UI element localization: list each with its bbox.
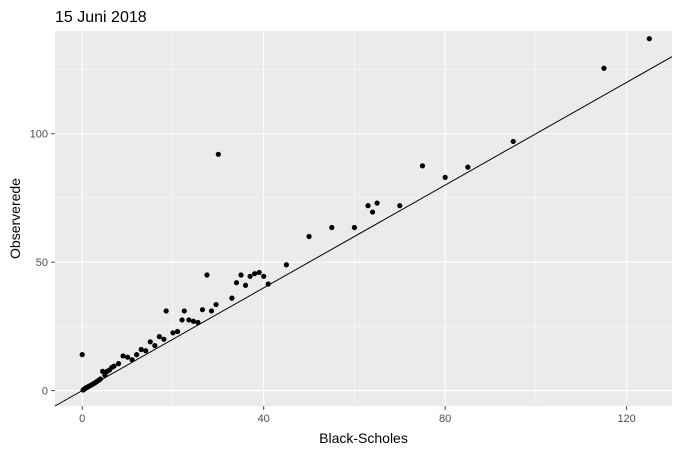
- plot-panel: [55, 31, 672, 406]
- data-point: [265, 281, 271, 287]
- y-tick-label: 100: [30, 129, 48, 141]
- data-point: [233, 280, 240, 286]
- x-tick-label: 120: [617, 413, 635, 425]
- data-point: [397, 203, 403, 209]
- data-point: [170, 330, 176, 336]
- x-tick-label: 80: [439, 413, 451, 425]
- data-point: [419, 163, 426, 169]
- y-axis-ticks: 0 50 100: [30, 129, 55, 398]
- data-point: [102, 372, 108, 378]
- data-point: [161, 336, 167, 342]
- data-point: [97, 376, 103, 382]
- data-point: [242, 282, 249, 288]
- data-point: [306, 233, 312, 240]
- data-point: [111, 363, 117, 369]
- x-tick-label: 0: [79, 413, 85, 425]
- data-point: [152, 343, 158, 349]
- data-point: [100, 368, 106, 374]
- data-point: [156, 334, 162, 340]
- data-point: [329, 224, 335, 231]
- data-point: [204, 272, 210, 278]
- data-point: [369, 209, 376, 215]
- data-point: [174, 328, 181, 335]
- data-point: [190, 318, 196, 324]
- data-point: [247, 273, 253, 279]
- data-point: [134, 352, 140, 358]
- data-point: [199, 307, 206, 313]
- data-point: [147, 339, 153, 345]
- chart-title: 15 Juni 2018: [55, 9, 147, 26]
- data-point: [261, 273, 267, 279]
- minor-gridlines: [55, 31, 672, 406]
- data-point: [129, 357, 135, 363]
- data-point: [252, 271, 258, 277]
- data-point: [601, 65, 607, 71]
- data-point: [646, 36, 652, 42]
- data-point: [186, 317, 192, 323]
- data-point: [181, 308, 187, 314]
- data-points: [79, 36, 652, 393]
- data-point: [163, 308, 169, 314]
- data-point: [120, 353, 126, 359]
- data-point: [510, 138, 516, 145]
- y-axis-title: Observerede: [7, 178, 23, 259]
- y-tick-label: 50: [36, 257, 48, 269]
- y-tick-label: 0: [42, 386, 48, 398]
- data-point: [143, 348, 149, 354]
- x-axis-title: Black-Scholes: [319, 430, 408, 446]
- major-gridlines: [55, 31, 672, 406]
- data-point: [374, 200, 380, 206]
- reference-line: [54, 56, 673, 407]
- data-point: [238, 272, 244, 278]
- data-point: [208, 308, 215, 314]
- data-point: [79, 352, 85, 358]
- data-point: [138, 346, 144, 353]
- data-point: [115, 361, 122, 367]
- data-point: [195, 319, 201, 326]
- x-axis-ticks: 0 40 80 120: [79, 406, 636, 425]
- data-point: [229, 295, 235, 301]
- data-point: [465, 164, 471, 170]
- data-point: [442, 174, 448, 181]
- data-point: [124, 354, 131, 360]
- data-point: [351, 224, 358, 231]
- data-point: [213, 301, 219, 308]
- data-point: [283, 262, 289, 268]
- data-point: [215, 151, 221, 157]
- x-tick-label: 40: [258, 413, 270, 425]
- data-point: [256, 269, 262, 276]
- data-point: [365, 203, 371, 209]
- data-point: [179, 317, 185, 323]
